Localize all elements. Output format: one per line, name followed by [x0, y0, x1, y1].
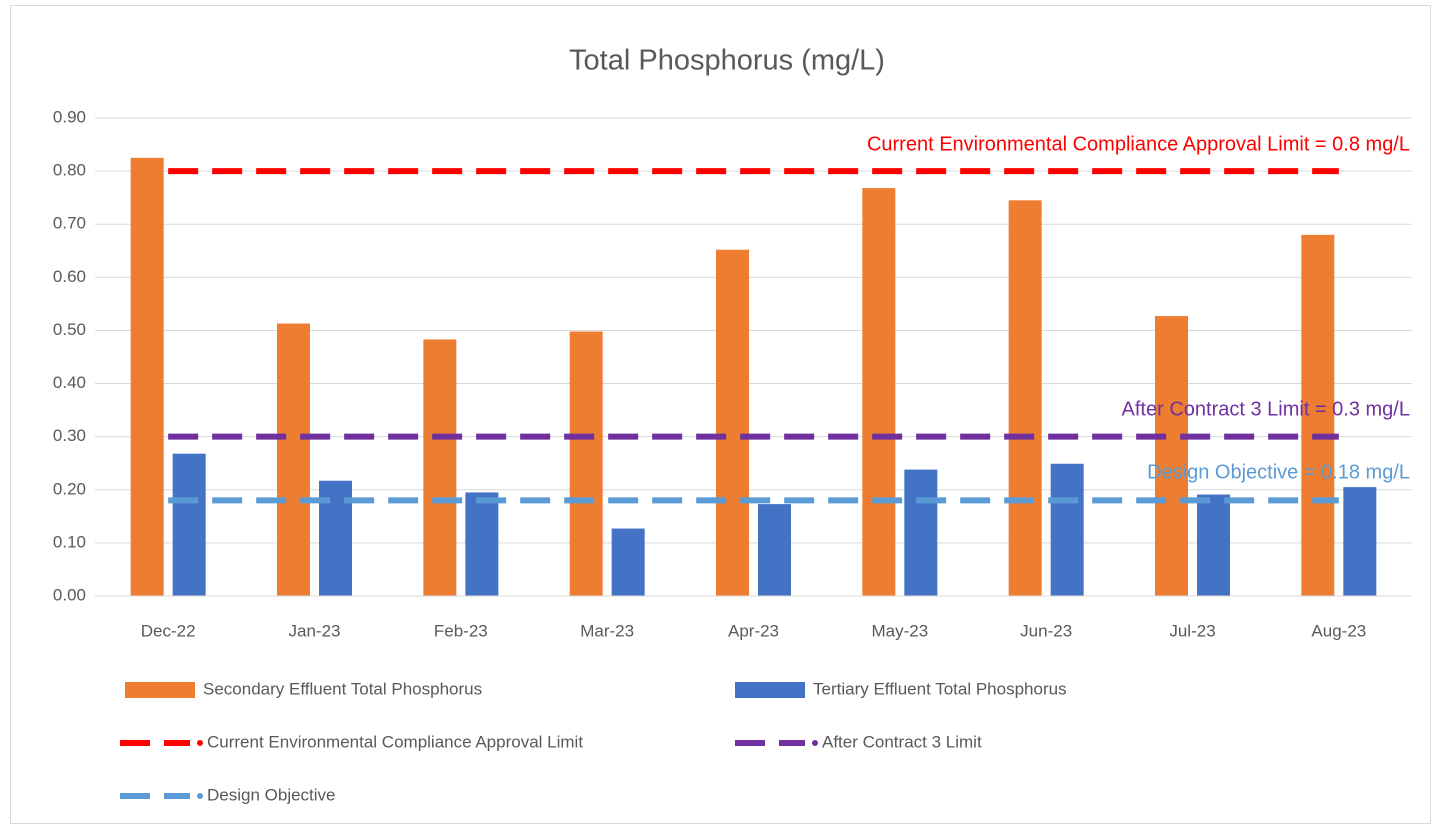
y-tick-label: 0.30	[53, 426, 86, 445]
legend-label: Secondary Effluent Total Phosphorus	[203, 679, 482, 698]
legend-label: Current Environmental Compliance Approva…	[207, 732, 583, 751]
legend-marker	[812, 740, 818, 746]
bar	[1343, 487, 1377, 596]
x-tick-label: Jul-23	[1169, 621, 1215, 640]
y-tick-label: 0.40	[53, 373, 86, 392]
bar	[1155, 316, 1188, 596]
bar	[904, 469, 938, 596]
legend-swatch	[125, 682, 195, 698]
bar	[862, 188, 896, 596]
x-tick-label: Mar-23	[580, 621, 634, 640]
bar	[465, 492, 499, 596]
bar	[716, 249, 749, 596]
legend-swatch	[735, 682, 805, 698]
bar	[611, 528, 645, 596]
x-tick-label: Dec-22	[141, 621, 196, 640]
y-tick-label: 0.60	[53, 267, 86, 286]
bar	[172, 453, 206, 596]
bar	[1008, 200, 1042, 597]
legend-marker	[197, 793, 203, 799]
bar	[1050, 463, 1084, 596]
legend-label: Tertiary Effluent Total Phosphorus	[813, 679, 1067, 698]
legend-marker	[197, 740, 203, 746]
x-tick-label: Jan-23	[289, 621, 341, 640]
x-tick-label: Feb-23	[434, 621, 488, 640]
x-tick-label: Apr-23	[728, 621, 779, 640]
y-tick-label: 0.50	[53, 320, 86, 339]
y-tick-label: 0.00	[53, 585, 86, 604]
annotation: After Contract 3 Limit = 0.3 mg/L	[1122, 398, 1410, 420]
annotation: Current Environmental Compliance Approva…	[867, 133, 1410, 155]
bar	[277, 323, 310, 596]
x-tick-label: Aug-23	[1311, 621, 1366, 640]
y-tick-label: 0.70	[53, 214, 86, 233]
x-tick-label: May-23	[871, 621, 928, 640]
bar	[569, 331, 603, 596]
y-tick-label: 0.90	[53, 107, 86, 126]
y-tick-label: 0.10	[53, 532, 86, 551]
bar	[1197, 494, 1230, 596]
bar	[423, 339, 457, 596]
chart-title: Total Phosphorus (mg/L)	[569, 45, 885, 77]
y-tick-label: 0.80	[53, 161, 86, 180]
annotation: Design Objective = 0.18 mg/L	[1147, 461, 1410, 483]
x-tick-label: Jun-23	[1020, 621, 1072, 640]
bar	[1301, 234, 1335, 596]
legend-label: After Contract 3 Limit	[822, 732, 982, 751]
bar	[130, 157, 164, 597]
bar	[758, 504, 791, 596]
y-tick-label: 0.20	[53, 479, 86, 498]
legend-label: Design Objective	[207, 785, 336, 804]
